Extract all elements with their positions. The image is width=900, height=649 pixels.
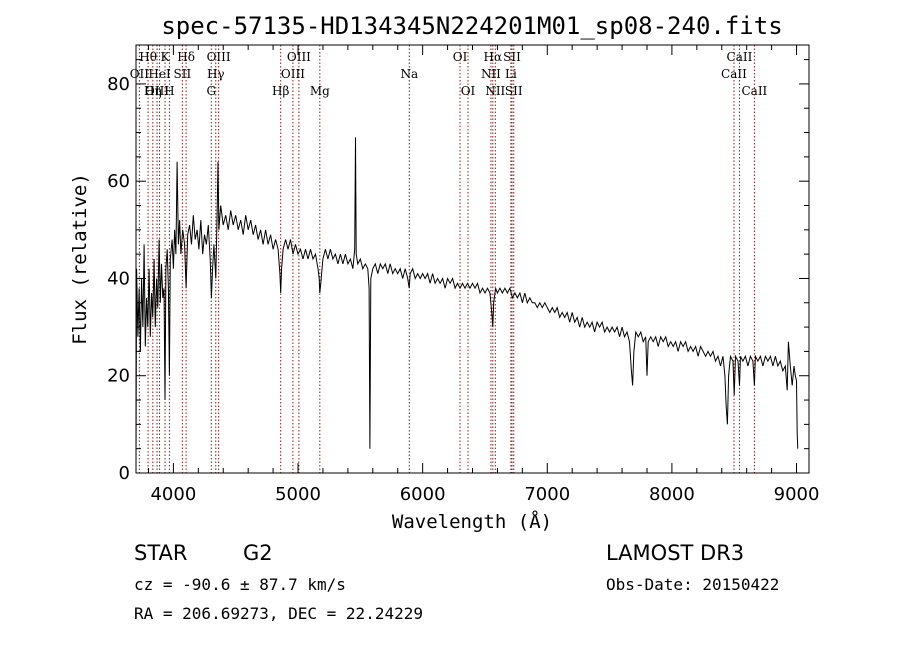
x-axis-ticks: 4000 5000 6000 7000 8000 9000	[147, 45, 820, 505]
x-tick-label: 5000	[275, 484, 321, 505]
marker-label: K	[161, 50, 171, 64]
marker-label: Na	[400, 67, 418, 81]
marker-label: Hθ	[139, 50, 157, 64]
y-tick-label: 80	[107, 74, 130, 95]
marker-label: Hα	[484, 50, 503, 64]
object-subclass: G2	[243, 541, 273, 565]
marker-label: H	[164, 84, 174, 98]
marker-label: Hβ	[272, 84, 289, 98]
marker-label: OI	[461, 84, 476, 98]
marker-label: OII	[130, 67, 150, 81]
x-tick-label: 6000	[400, 484, 446, 505]
x-axis-label: Wavelength (Å)	[392, 510, 552, 533]
marker-label: SII	[503, 50, 521, 64]
marker-label: Hγ	[207, 67, 225, 81]
y-tick-label: 60	[107, 171, 130, 192]
y-axis-label: Flux (relative)	[69, 173, 91, 345]
marker-label: Hη	[144, 84, 162, 98]
marker-label: OIII	[281, 67, 305, 81]
y-tick-label: 20	[107, 366, 130, 387]
x-tick-label: 9000	[774, 484, 820, 505]
chart-title: spec-57135-HD134345N224201M01_sp08-240.f…	[161, 12, 782, 40]
y-tick-label: 0	[119, 463, 130, 484]
marker-label: OIII	[145, 84, 169, 98]
marker-label: Hδ	[177, 50, 195, 64]
marker-label: NII	[485, 84, 505, 98]
marker-label: HeI	[148, 67, 171, 81]
survey-name: LAMOST DR3	[606, 541, 744, 565]
marker-label: CaII	[721, 67, 747, 81]
x-tick-label: 8000	[649, 484, 695, 505]
marker-label: Mg	[310, 84, 330, 98]
obs-date-text: Obs-Date: 20150422	[606, 575, 779, 594]
coordinates-text: RA = 206.69273, DEC = 22.24229	[134, 604, 423, 623]
marker-label: OIII	[287, 50, 311, 64]
x-tick-label: 4000	[150, 484, 196, 505]
marker-label: SII	[174, 67, 192, 81]
emission-line-markers	[138, 45, 755, 473]
marker-label: CaII	[727, 50, 753, 64]
marker-label: G	[206, 84, 216, 98]
marker-label: Li	[505, 67, 517, 81]
marker-label: CaII	[741, 84, 767, 98]
marker-label: OI	[453, 50, 468, 64]
marker-label: SII	[505, 84, 523, 98]
x-tick-label: 7000	[524, 484, 570, 505]
y-axis-ticks: 0 20 40 60 80	[107, 59, 809, 484]
spectrum-series-line	[135, 137, 799, 464]
marker-label: NII	[481, 67, 501, 81]
redshift-text: cz = -90.6 ± 87.7 km/s	[134, 575, 346, 594]
y-tick-label: 40	[107, 268, 130, 289]
marker-label: OIII	[207, 50, 231, 64]
object-class: STAR	[134, 541, 187, 565]
plot-frame	[135, 44, 810, 474]
